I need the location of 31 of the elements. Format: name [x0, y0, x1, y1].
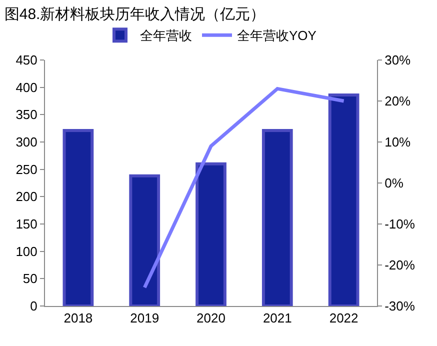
line-series [142, 86, 346, 290]
legend-label: 全年营收YOY [237, 28, 317, 44]
y2-tick-label: 30% [384, 52, 412, 68]
x-tick-label: 2018 [64, 310, 93, 326]
bar [196, 162, 226, 306]
y2-tick-label: -10% [384, 216, 416, 232]
y-tick-label: 150 [16, 216, 38, 232]
bar [62, 129, 94, 306]
bar [262, 129, 293, 306]
y-tick-label: 200 [16, 189, 38, 204]
x-tick-label: 2019 [130, 310, 160, 326]
y-tick-label: 400 [16, 80, 38, 95]
x-tick-label: 2021 [262, 310, 292, 326]
bar [129, 174, 160, 306]
y2-tick-label: 10% [384, 134, 412, 150]
y2-tick-label: 0% [384, 176, 404, 191]
y-tick-label: 100 [16, 244, 38, 259]
y2-tick-label: 20% [384, 94, 412, 109]
legend-label: 全年营收 [140, 28, 192, 44]
y-tick-label: 300 [16, 134, 38, 150]
y-tick-label: 250 [16, 162, 38, 177]
y2-tick-label: -20% [384, 258, 416, 273]
bar [328, 93, 360, 306]
y-tick-label: 350 [16, 107, 38, 122]
x-tick-label: 2022 [329, 310, 358, 326]
y-tick-label: 50 [22, 271, 38, 286]
y-tick-label: 450 [16, 52, 38, 68]
y-tick-label: 0 [30, 298, 38, 314]
x-tick-label: 2020 [196, 310, 226, 326]
y2-tick-label: -30% [384, 298, 416, 314]
chart-title: 图48.新材料板块历年收入情况（亿元） [4, 6, 266, 24]
